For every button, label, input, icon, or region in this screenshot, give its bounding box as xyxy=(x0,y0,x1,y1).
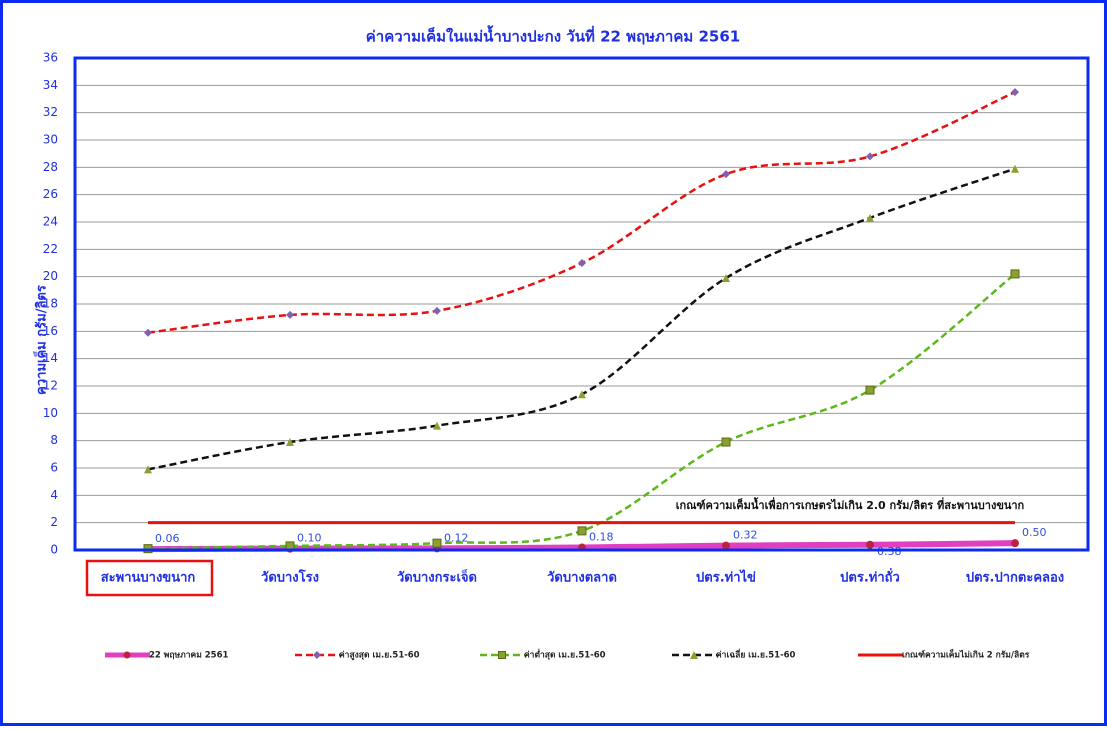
data-label: 0.50 xyxy=(1022,526,1047,539)
legend-marker xyxy=(690,651,698,659)
point xyxy=(1011,539,1019,548)
annotation: เกณฑ์ความเค็มน้ำเพื่อการเกษตรไม่เกิน 2.0… xyxy=(676,497,1025,512)
point xyxy=(721,437,731,447)
y-tick-label: 8 xyxy=(50,433,58,447)
legend-label: เกณฑ์ความเค็มไม่เกิน 2 กรัม/ลิตร xyxy=(902,648,1030,661)
data-label: 0.18 xyxy=(589,531,614,544)
y-tick-label: 16 xyxy=(43,324,58,338)
point xyxy=(722,541,730,550)
point xyxy=(286,438,294,447)
x-tick-label: ปตร.ท่าไข่ xyxy=(696,569,756,586)
legend-marker xyxy=(313,651,321,659)
point xyxy=(433,421,441,430)
y-tick-label: 30 xyxy=(43,133,58,147)
y-tick-label: 12 xyxy=(43,379,58,393)
legend-marker xyxy=(123,651,131,659)
point xyxy=(865,385,875,395)
x-tick-label: ปตร.ปากตะคลอง xyxy=(966,571,1064,586)
x-tick-label: สะพานบางขนาก xyxy=(101,571,196,586)
y-axis-label: ความเค็ม กรัม/ลิตร xyxy=(32,285,50,395)
point xyxy=(1011,164,1019,173)
y-tick-label: 26 xyxy=(43,187,58,201)
x-tick-label: วัดบางกระเจ็ด xyxy=(397,568,477,586)
point xyxy=(578,390,586,399)
point xyxy=(286,310,294,319)
y-tick-label: 34 xyxy=(43,78,58,92)
point xyxy=(866,540,874,549)
y-tick-label: 32 xyxy=(43,105,58,119)
y-tick-label: 0 xyxy=(50,543,58,557)
y-tick-label: 2 xyxy=(50,515,58,529)
y-tick-label: 10 xyxy=(43,406,58,420)
point xyxy=(577,526,587,536)
x-tick-label: วัดบางโรง xyxy=(261,569,319,586)
plot-frame xyxy=(73,56,1090,552)
y-tick-label: 14 xyxy=(43,351,58,365)
data-label: 0.10 xyxy=(297,532,322,545)
point xyxy=(433,306,441,315)
y-tick-label: 24 xyxy=(43,215,58,229)
point xyxy=(144,328,152,337)
data-label: 0.32 xyxy=(733,529,758,542)
legend-label: ค่าเฉลี่ย เม.ย.51-60 xyxy=(716,648,796,661)
point xyxy=(722,274,730,283)
point xyxy=(144,465,152,474)
point xyxy=(578,259,586,267)
y-tick-label: 6 xyxy=(50,461,58,475)
chart-title: ค่าความเค็มในแม่น้ำบางปะกง วันที่ 22 พฤษ… xyxy=(366,25,741,46)
point xyxy=(722,170,730,179)
x-tick-label: ปตร.ท่าถั่ว xyxy=(840,568,900,586)
point xyxy=(1010,269,1020,279)
y-tick-label: 28 xyxy=(43,160,58,174)
point xyxy=(432,538,442,548)
point xyxy=(1011,88,1019,97)
y-tick-label: 4 xyxy=(50,488,58,502)
y-tick-label: 18 xyxy=(43,297,58,311)
legend-label: ค่าต่ำสุด เม.ย.51-60 xyxy=(524,648,606,661)
lines: 0.06 0.10 0.12 0.18 0.320.380.50 xyxy=(143,88,1047,558)
point xyxy=(866,213,874,222)
legend-label: 22 พฤษภาคม 2561 xyxy=(149,651,229,661)
data-label: 0.06 xyxy=(155,532,180,545)
x-tick-label: วัดบางตลาด xyxy=(547,571,617,586)
y-tick-label: 20 xyxy=(43,269,58,283)
legend-label: ค่าสูงสุด เม.ย.51-60 xyxy=(339,650,420,661)
data-label: 0.12 xyxy=(444,531,469,544)
highlight-box xyxy=(85,559,214,597)
y-tick-label: 22 xyxy=(43,242,58,256)
legend-marker xyxy=(498,651,506,659)
point xyxy=(866,152,874,161)
y-tick-label: 36 xyxy=(43,51,58,65)
